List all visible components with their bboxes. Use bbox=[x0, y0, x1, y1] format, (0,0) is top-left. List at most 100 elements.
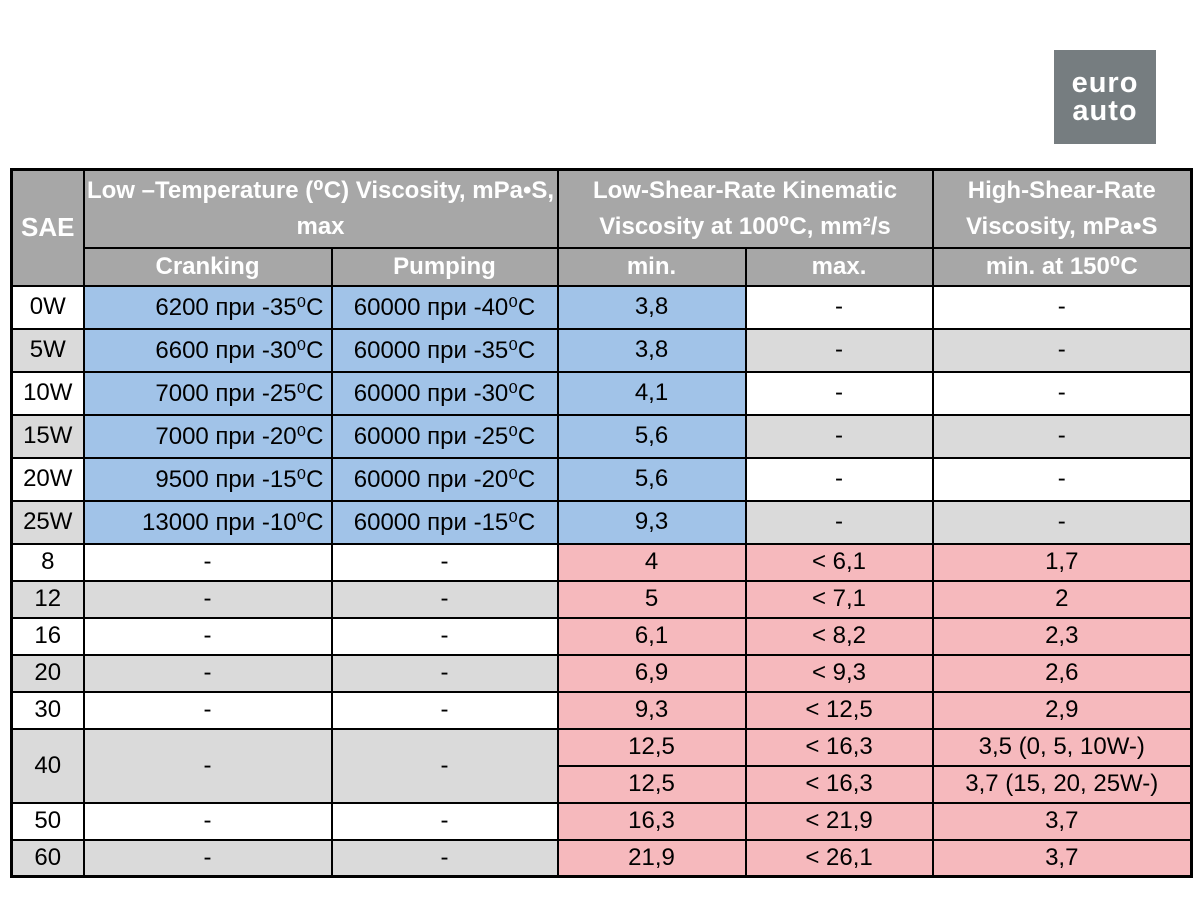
hsr-value: - bbox=[931, 413, 1193, 459]
pumping-value: 60000 при -30⁰C bbox=[330, 370, 559, 416]
cranking-value: 13000 при -10⁰C bbox=[82, 499, 333, 545]
sae-grade: 20W bbox=[10, 456, 85, 502]
hsr-value: 2,9 bbox=[931, 690, 1193, 730]
max-value: < 9,3 bbox=[744, 653, 934, 693]
max-value: < 16,3 bbox=[744, 764, 934, 804]
column-header-max: max. bbox=[744, 246, 934, 287]
sae-grade: 0W bbox=[10, 284, 85, 330]
min-value: 6,1 bbox=[556, 616, 747, 656]
min-value: 5,6 bbox=[556, 413, 747, 459]
hsr-value: - bbox=[931, 499, 1193, 545]
table-row-8: 8 - - 4 < 6,1 1,7 bbox=[10, 542, 1193, 582]
sae-grade: 10W bbox=[10, 370, 85, 416]
pumping-value: 60000 при -25⁰C bbox=[330, 413, 559, 459]
min-value: 3,8 bbox=[556, 284, 747, 330]
pumping-value: 60000 при -40⁰C bbox=[330, 284, 559, 330]
max-value: - bbox=[744, 413, 934, 459]
cranking-value: 6200 при -35⁰C bbox=[82, 284, 333, 330]
max-value: < 16,3 bbox=[744, 727, 934, 767]
table-row-12: 12 - - 5 < 7,1 2 bbox=[10, 579, 1193, 619]
cranking-value: - bbox=[82, 616, 333, 656]
hsr-value: 3,7 bbox=[931, 801, 1193, 841]
pumping-value: - bbox=[330, 579, 559, 619]
table-row-30: 30 - - 9,3 < 12,5 2,9 bbox=[10, 690, 1193, 730]
cranking-value: 7000 при -20⁰C bbox=[82, 413, 333, 459]
cranking-value: - bbox=[82, 727, 333, 804]
column-header-cranking: Cranking bbox=[82, 246, 333, 287]
table-row-20: 20 - - 6,9 < 9,3 2,6 bbox=[10, 653, 1193, 693]
hsr-value: - bbox=[931, 370, 1193, 416]
max-value: - bbox=[744, 327, 934, 373]
min-value: 3,8 bbox=[556, 327, 747, 373]
min-value: 16,3 bbox=[556, 801, 747, 841]
pumping-value: - bbox=[330, 690, 559, 730]
min-value: 12,5 bbox=[556, 764, 747, 804]
column-header-high-shear-group: High-Shear-Rate Viscosity, mPa•S bbox=[931, 168, 1193, 249]
header-group-row: SAE Low –Temperature (⁰C) Viscosity, mPa… bbox=[10, 168, 1193, 287]
pumping-value: - bbox=[330, 801, 559, 841]
sae-grade: 50 bbox=[10, 801, 85, 841]
max-value: - bbox=[744, 370, 934, 416]
cranking-value: - bbox=[82, 579, 333, 619]
max-value: < 7,1 bbox=[744, 579, 934, 619]
table-row-50: 50 - - 16,3 < 21,9 3,7 bbox=[10, 801, 1193, 841]
max-value: - bbox=[744, 499, 934, 545]
cranking-value: 9500 при -15⁰C bbox=[82, 456, 333, 502]
max-value: - bbox=[744, 456, 934, 502]
max-value: < 6,1 bbox=[744, 542, 934, 582]
pumping-value: - bbox=[330, 727, 559, 804]
column-header-pumping: Pumping bbox=[330, 246, 559, 287]
table-row-5w: 5W 6600 при -30⁰C 60000 при -35⁰C 3,8 - … bbox=[10, 327, 1193, 373]
hsr-value: - bbox=[931, 327, 1193, 373]
sae-grade: 5W bbox=[10, 327, 85, 373]
sae-grade: 20 bbox=[10, 653, 85, 693]
cranking-value: - bbox=[82, 838, 333, 878]
table-row-40a: 40 - - 12,5 < 16,3 3,5 (0, 5, 10W-) bbox=[10, 727, 1193, 804]
pumping-value: 60000 при -15⁰C bbox=[330, 499, 559, 545]
pumping-value: 60000 при -35⁰C bbox=[330, 327, 559, 373]
table-row-16: 16 - - 6,1 < 8,2 2,3 bbox=[10, 616, 1193, 656]
cranking-value: 6600 при -30⁰C bbox=[82, 327, 333, 373]
sae-grade: 12 bbox=[10, 579, 85, 619]
min-value: 5,6 bbox=[556, 456, 747, 502]
sae-grade: 15W bbox=[10, 413, 85, 459]
sae-grade: 16 bbox=[10, 616, 85, 656]
cranking-value: 7000 при -25⁰C bbox=[82, 370, 333, 416]
cranking-value: - bbox=[82, 542, 333, 582]
min-value: 9,3 bbox=[556, 499, 747, 545]
sae-grade: 25W bbox=[10, 499, 85, 545]
column-header-low-temp-group: Low –Temperature (⁰C) Viscosity, mPa•S, … bbox=[82, 168, 559, 249]
min-value: 12,5 bbox=[556, 727, 747, 767]
hsr-value: 2,6 bbox=[931, 653, 1193, 693]
min-value: 4,1 bbox=[556, 370, 747, 416]
table-row-0w: 0W 6200 при -35⁰C 60000 при -40⁰C 3,8 - … bbox=[10, 284, 1193, 330]
cranking-value: - bbox=[82, 690, 333, 730]
hsr-value: - bbox=[931, 456, 1193, 502]
hsr-value: 3,7 bbox=[931, 838, 1193, 878]
hsr-value: 3,5 (0, 5, 10W-) bbox=[931, 727, 1193, 767]
max-value: - bbox=[744, 284, 934, 330]
sae-viscosity-table: SAE Low –Temperature (⁰C) Viscosity, mPa… bbox=[10, 168, 1194, 878]
hsr-value: 2,3 bbox=[931, 616, 1193, 656]
pumping-value: - bbox=[330, 653, 559, 693]
max-value: < 21,9 bbox=[744, 801, 934, 841]
max-value: < 12,5 bbox=[744, 690, 934, 730]
min-value: 4 bbox=[556, 542, 747, 582]
max-value: < 26,1 bbox=[744, 838, 934, 878]
table-row-25w: 25W 13000 при -10⁰C 60000 при -15⁰C 9,3 … bbox=[10, 499, 1193, 545]
pumping-value: - bbox=[330, 542, 559, 582]
column-header-kinematic-group: Low-Shear-Rate Kinematic Viscosity at 10… bbox=[556, 168, 934, 249]
sae-grade: 60 bbox=[10, 838, 85, 878]
sae-grade: 8 bbox=[10, 542, 85, 582]
max-value: < 8,2 bbox=[744, 616, 934, 656]
cranking-value: - bbox=[82, 801, 333, 841]
hsr-value: 2 bbox=[931, 579, 1193, 619]
hsr-value: - bbox=[931, 284, 1193, 330]
pumping-value: 60000 при -20⁰C bbox=[330, 456, 559, 502]
hsr-value: 3,7 (15, 20, 25W-) bbox=[931, 764, 1193, 804]
min-value: 6,9 bbox=[556, 653, 747, 693]
sae-grade: 30 bbox=[10, 690, 85, 730]
table-row-10w: 10W 7000 при -25⁰C 60000 при -30⁰C 4,1 -… bbox=[10, 370, 1193, 416]
logo-text-line1: euro bbox=[1071, 67, 1139, 99]
